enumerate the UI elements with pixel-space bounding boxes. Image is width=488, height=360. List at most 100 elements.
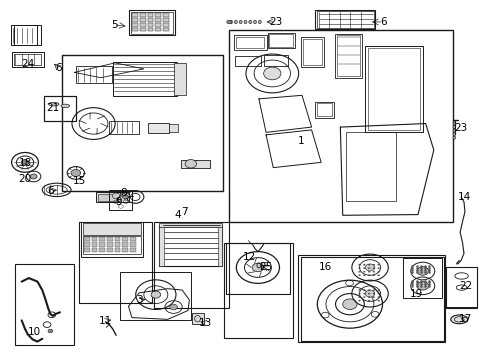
Bar bbox=[147, 18, 153, 22]
Bar bbox=[140, 28, 145, 31]
Circle shape bbox=[377, 267, 379, 269]
Bar bbox=[91, 242, 97, 247]
Bar bbox=[163, 13, 168, 17]
Text: 19: 19 bbox=[408, 289, 422, 298]
Bar bbox=[402, 258, 441, 298]
Bar bbox=[109, 121, 139, 134]
Ellipse shape bbox=[239, 20, 242, 24]
Bar bbox=[336, 35, 360, 76]
Bar bbox=[99, 242, 105, 247]
Ellipse shape bbox=[452, 122, 455, 125]
Bar bbox=[122, 242, 128, 247]
Bar bbox=[131, 12, 173, 33]
Bar bbox=[159, 223, 222, 227]
Circle shape bbox=[377, 271, 379, 273]
Circle shape bbox=[184, 159, 196, 168]
Bar bbox=[267, 32, 295, 48]
Circle shape bbox=[226, 20, 231, 24]
Ellipse shape bbox=[244, 20, 246, 24]
Bar bbox=[79, 222, 152, 303]
Bar bbox=[191, 313, 203, 324]
Circle shape bbox=[363, 264, 365, 265]
Circle shape bbox=[21, 159, 29, 165]
Bar bbox=[303, 39, 322, 65]
Bar bbox=[236, 37, 264, 48]
Bar bbox=[226, 243, 289, 294]
Circle shape bbox=[372, 300, 374, 301]
Text: 15: 15 bbox=[72, 176, 85, 186]
Circle shape bbox=[363, 275, 365, 276]
Circle shape bbox=[367, 267, 369, 269]
Bar bbox=[132, 13, 138, 17]
Text: 9: 9 bbox=[115, 197, 122, 207]
Bar bbox=[15, 54, 41, 66]
Bar bbox=[334, 33, 362, 78]
Circle shape bbox=[416, 282, 427, 290]
Bar bbox=[301, 37, 324, 67]
Circle shape bbox=[372, 267, 374, 269]
Bar bbox=[163, 18, 168, 22]
Bar bbox=[16, 264, 74, 345]
Circle shape bbox=[365, 264, 374, 271]
Circle shape bbox=[30, 174, 37, 179]
Circle shape bbox=[151, 291, 160, 298]
Text: 8: 8 bbox=[120, 188, 127, 198]
Bar bbox=[155, 13, 161, 17]
Bar bbox=[12, 52, 44, 67]
Circle shape bbox=[372, 289, 374, 291]
Text: 11: 11 bbox=[99, 316, 112, 326]
Bar bbox=[122, 248, 128, 252]
Circle shape bbox=[372, 275, 374, 276]
Ellipse shape bbox=[452, 133, 455, 136]
Text: 1: 1 bbox=[297, 136, 304, 146]
Bar bbox=[44, 96, 76, 121]
Bar bbox=[91, 237, 97, 242]
Bar bbox=[114, 242, 120, 247]
Bar bbox=[298, 255, 444, 342]
Bar bbox=[159, 225, 163, 266]
Circle shape bbox=[358, 267, 360, 269]
Circle shape bbox=[122, 193, 129, 199]
Circle shape bbox=[416, 267, 427, 275]
Bar bbox=[130, 248, 136, 252]
Bar bbox=[130, 237, 136, 242]
Text: 10: 10 bbox=[28, 327, 41, 337]
Bar bbox=[315, 102, 333, 118]
Text: 7: 7 bbox=[181, 207, 187, 217]
Ellipse shape bbox=[61, 104, 69, 108]
Circle shape bbox=[363, 293, 365, 294]
Bar bbox=[84, 237, 89, 242]
Ellipse shape bbox=[234, 20, 237, 24]
Bar bbox=[315, 10, 375, 30]
Bar bbox=[181, 159, 209, 168]
Bar bbox=[445, 267, 476, 308]
Circle shape bbox=[358, 300, 360, 301]
Bar bbox=[233, 35, 266, 50]
Ellipse shape bbox=[452, 129, 455, 132]
Bar bbox=[122, 237, 128, 242]
Circle shape bbox=[367, 264, 369, 265]
Text: 14: 14 bbox=[456, 192, 469, 202]
Ellipse shape bbox=[48, 102, 59, 106]
Text: 17: 17 bbox=[457, 314, 470, 324]
Circle shape bbox=[363, 300, 365, 301]
Circle shape bbox=[367, 289, 369, 291]
Circle shape bbox=[377, 289, 379, 291]
Circle shape bbox=[358, 293, 360, 294]
Circle shape bbox=[342, 299, 356, 310]
Bar bbox=[163, 23, 168, 27]
Circle shape bbox=[377, 300, 379, 301]
Circle shape bbox=[377, 264, 379, 265]
Text: 6: 6 bbox=[379, 17, 386, 27]
Text: 23: 23 bbox=[453, 123, 467, 133]
Bar bbox=[140, 18, 145, 22]
Bar bbox=[114, 248, 120, 252]
Text: 22: 22 bbox=[458, 281, 471, 291]
Text: 24: 24 bbox=[21, 59, 35, 68]
Circle shape bbox=[367, 293, 369, 294]
Ellipse shape bbox=[248, 20, 251, 24]
Bar bbox=[147, 23, 153, 27]
Text: 12: 12 bbox=[242, 252, 255, 262]
Ellipse shape bbox=[229, 20, 232, 24]
Circle shape bbox=[358, 264, 360, 265]
